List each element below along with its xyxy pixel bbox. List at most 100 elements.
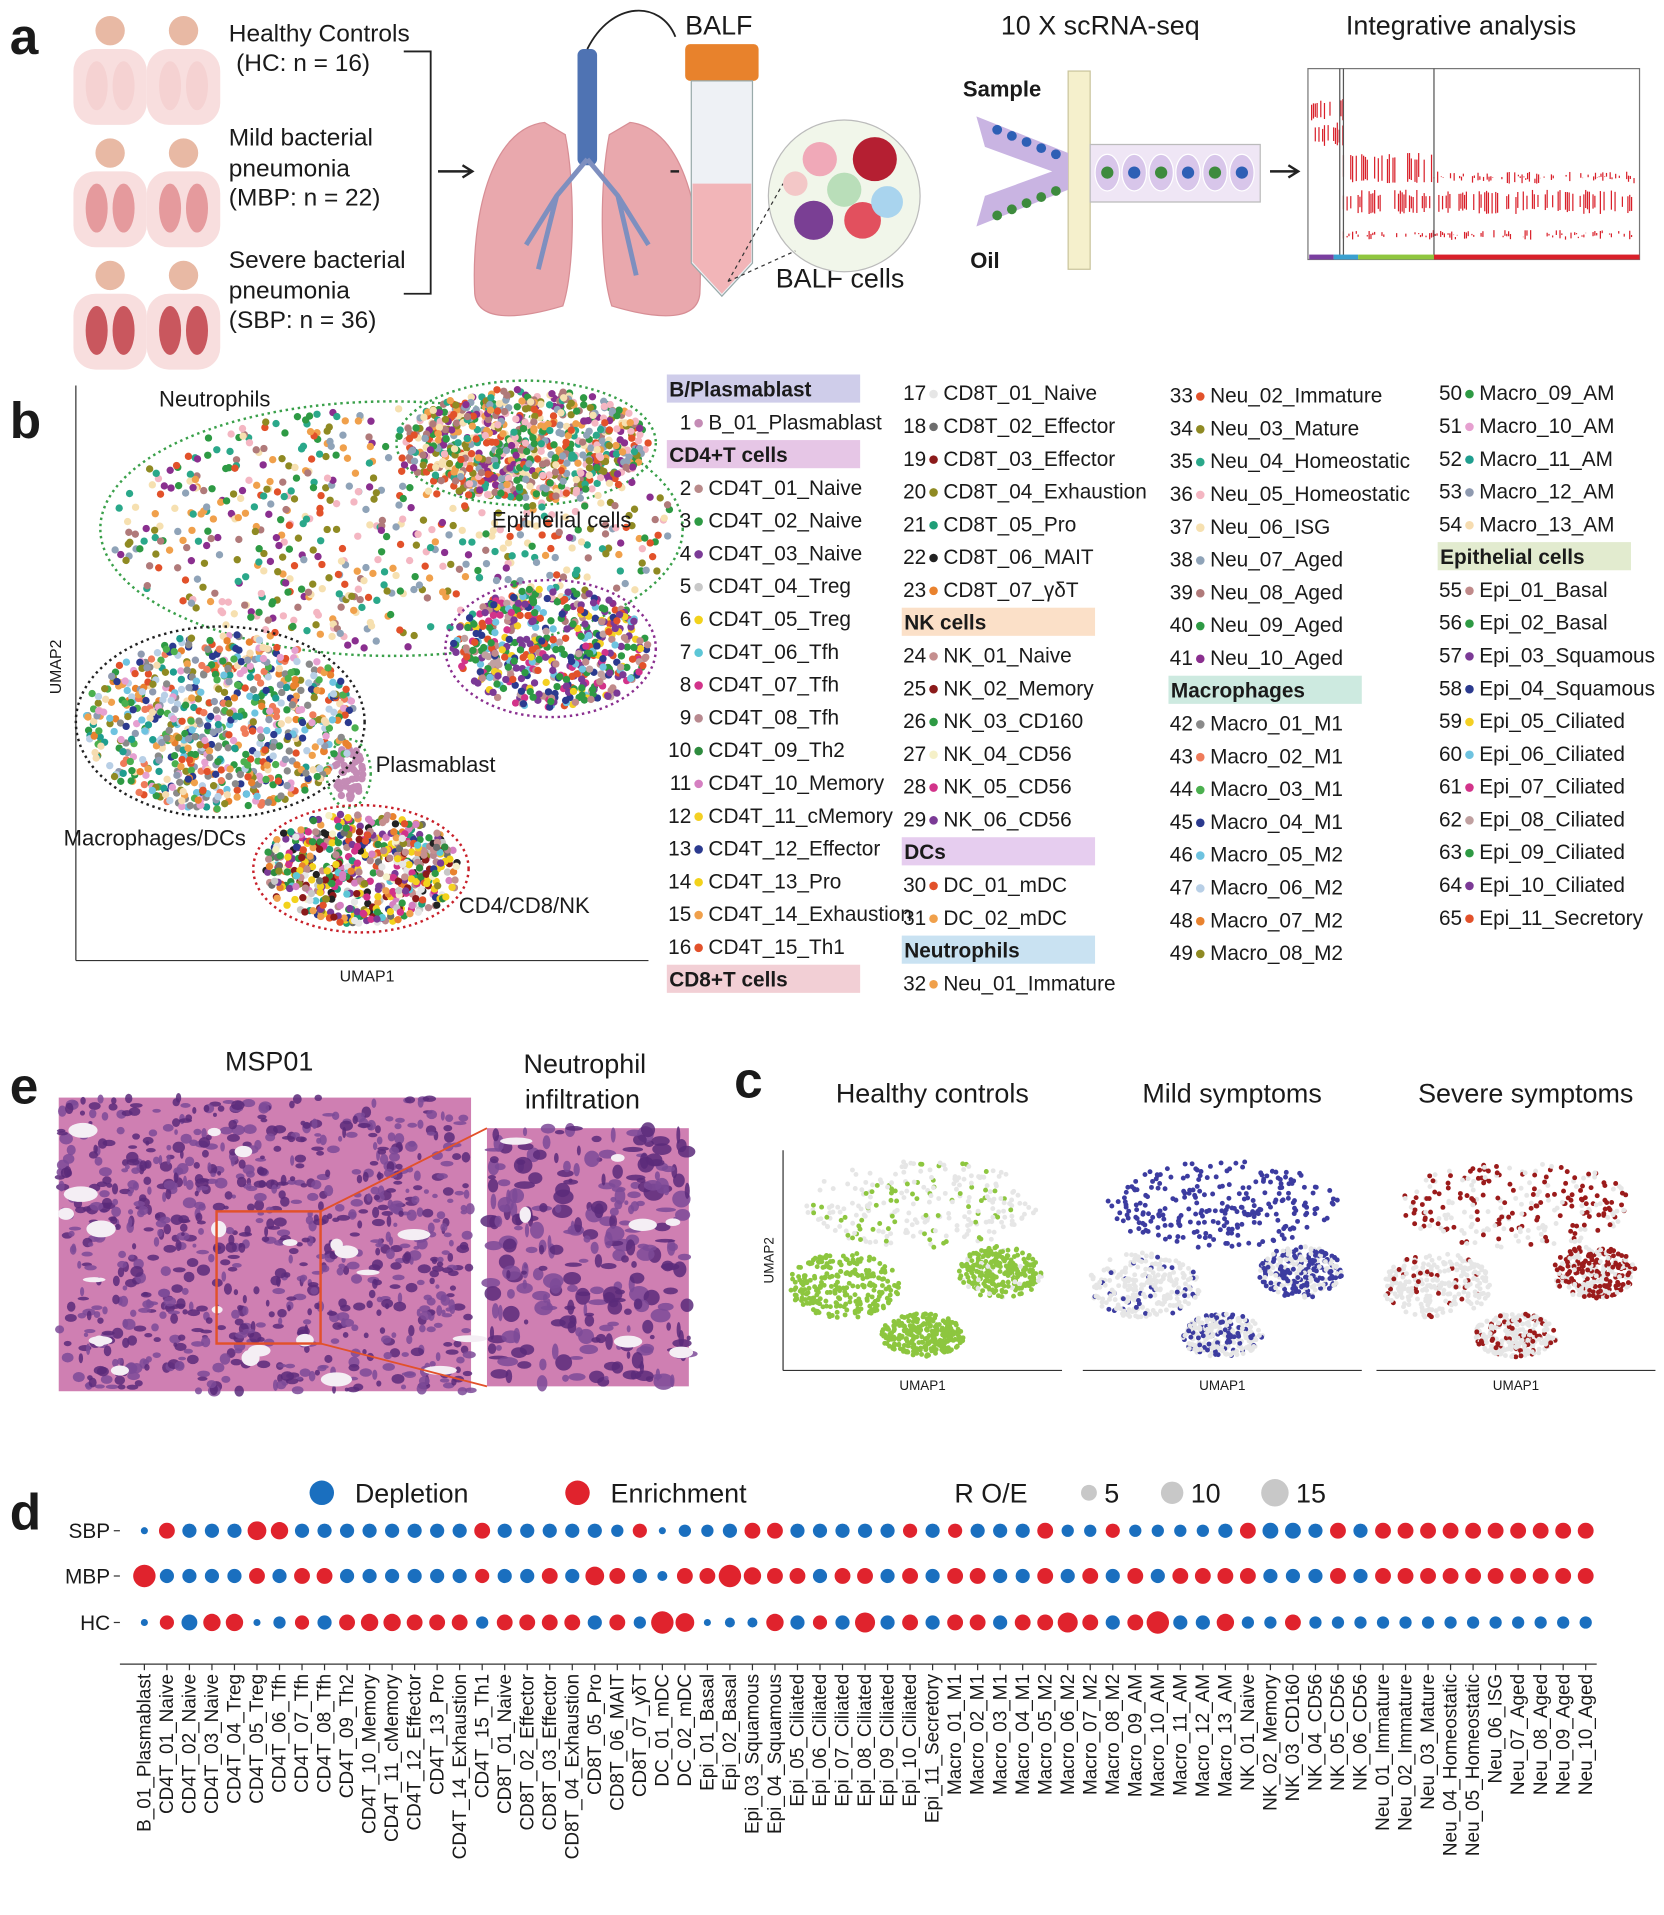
umap-point <box>530 405 538 414</box>
legend-dot <box>694 681 703 690</box>
nucleus <box>226 1134 240 1142</box>
nucleus <box>417 1098 424 1108</box>
umap-point <box>330 750 338 758</box>
lung <box>85 305 108 355</box>
legend-label: Macro_09_AM <box>1479 382 1614 405</box>
nucleus <box>117 1260 128 1269</box>
umap-point <box>106 761 114 770</box>
nucleus <box>432 1218 441 1223</box>
umap-point <box>152 469 160 478</box>
legend-number: 56 <box>1439 612 1462 635</box>
umap-point <box>501 653 509 661</box>
umap-point <box>284 853 292 861</box>
umap-point <box>231 744 239 752</box>
nucleus <box>404 1251 412 1262</box>
umap-point <box>338 874 347 882</box>
nucleus <box>180 1102 191 1108</box>
umap-point <box>412 424 420 432</box>
umap-point <box>273 488 282 496</box>
nucleus <box>132 1243 137 1250</box>
umap-point <box>469 646 477 655</box>
nucleus <box>449 1285 457 1291</box>
umap-point <box>452 862 460 871</box>
nucleus <box>294 1154 307 1163</box>
legend-dot <box>1196 949 1205 959</box>
umap-point <box>606 400 614 409</box>
umap-point <box>137 650 145 658</box>
legend-dot <box>1196 588 1205 598</box>
umap-point <box>587 444 595 452</box>
umap-point <box>209 728 217 737</box>
nucleus <box>254 1199 265 1211</box>
umap-point <box>266 477 274 486</box>
legend-label: CD8T_07_γδT <box>943 579 1079 602</box>
nucleus <box>145 1356 152 1363</box>
legend-dot <box>1196 654 1205 664</box>
umap-point <box>240 666 248 675</box>
umap-point <box>149 736 157 744</box>
umap-point <box>474 454 483 462</box>
nucleus <box>642 1319 654 1334</box>
nucleus <box>389 1284 401 1289</box>
umap-point <box>620 633 629 642</box>
nucleus <box>258 1179 266 1188</box>
umap-point <box>325 811 333 820</box>
umap-point <box>531 412 539 420</box>
umap-point <box>145 465 154 473</box>
nucleus <box>238 1159 246 1169</box>
umap-point <box>532 490 541 498</box>
umap-point <box>181 576 190 584</box>
nucleus <box>299 1368 311 1377</box>
umap-point <box>537 440 545 448</box>
umap-point <box>450 639 458 648</box>
nucleus <box>236 1176 247 1188</box>
umap-point <box>412 894 420 903</box>
umap-point <box>141 727 149 735</box>
umap-point <box>260 567 268 575</box>
space <box>68 1122 98 1138</box>
umap-point <box>600 402 608 411</box>
umap-point <box>241 601 249 609</box>
nucleus <box>62 1153 75 1164</box>
umap-point <box>583 431 591 439</box>
nucleus <box>538 1244 545 1255</box>
umap-point <box>450 468 458 476</box>
umap-point <box>263 761 271 769</box>
nucleus <box>225 1227 235 1235</box>
lung <box>85 183 108 233</box>
umap-point <box>395 432 403 440</box>
nucleus <box>307 1308 313 1316</box>
umap-point <box>282 683 291 692</box>
legend-number: 16 <box>668 936 691 959</box>
legend-label: Neu_09_Aged <box>1210 614 1343 637</box>
umap-point <box>455 565 464 573</box>
umap-point <box>552 492 560 500</box>
umap-point <box>353 567 361 575</box>
umap-point <box>510 428 518 436</box>
umap-point <box>255 545 263 553</box>
umap-point <box>115 504 123 512</box>
nucleus <box>130 1265 144 1277</box>
umap-point <box>426 543 435 552</box>
umap-point <box>491 628 499 637</box>
umap-point <box>604 544 613 552</box>
oil-label: Oil <box>970 248 999 273</box>
cell <box>1051 149 1061 160</box>
umap-point <box>498 646 506 654</box>
umap-point <box>579 451 587 459</box>
umap-point <box>410 431 418 439</box>
nucleus <box>325 1169 331 1178</box>
umap-point <box>152 550 160 558</box>
nucleus <box>436 1305 443 1317</box>
legend-number: 21 <box>903 513 926 536</box>
umap-point <box>299 442 308 450</box>
legend-number: 12 <box>668 805 691 828</box>
umap-point <box>251 709 259 717</box>
umap-point <box>208 652 217 661</box>
umap-point <box>224 664 232 673</box>
nucleus <box>442 1267 454 1274</box>
umap-point <box>511 699 520 707</box>
umap-point <box>360 880 369 888</box>
legend-number: 26 <box>903 710 926 733</box>
umap-point <box>562 682 571 690</box>
